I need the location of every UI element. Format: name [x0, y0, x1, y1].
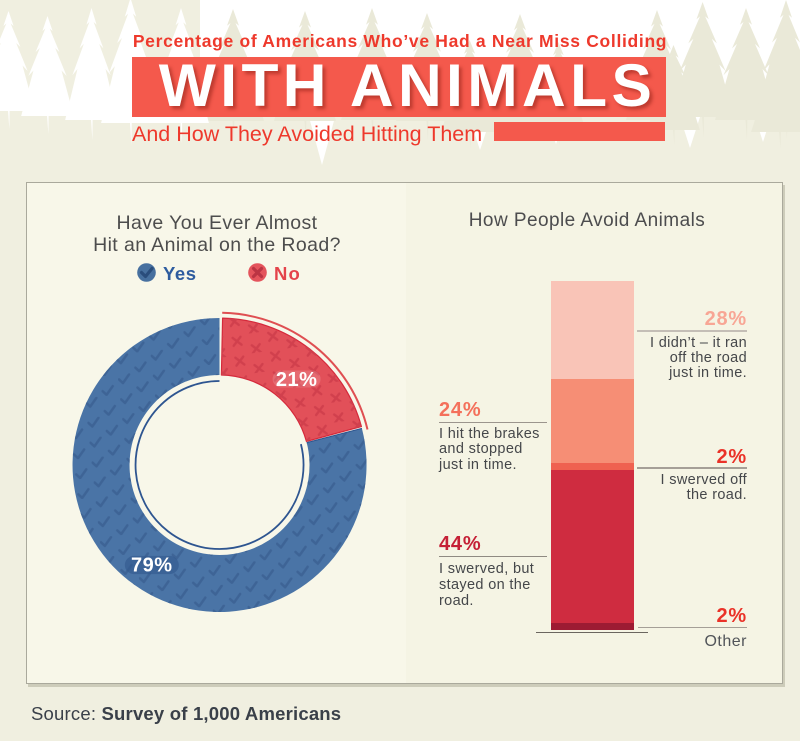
- svg-text:21%: 21%: [276, 369, 318, 391]
- svg-text:79%: 79%: [131, 555, 173, 577]
